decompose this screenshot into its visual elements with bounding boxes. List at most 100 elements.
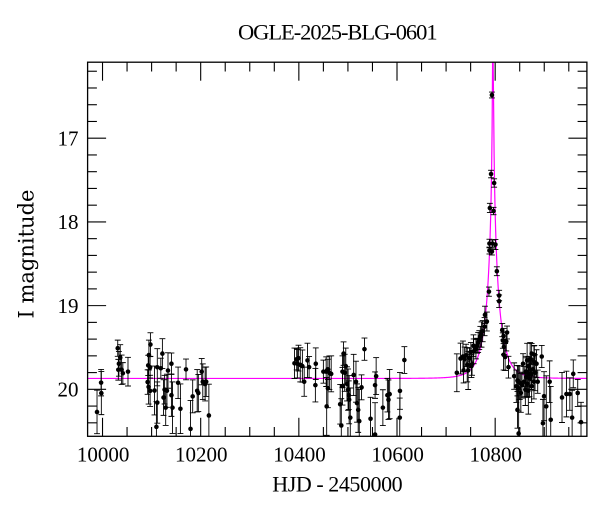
x-tick-label: 10200 <box>175 443 228 467</box>
data-point <box>355 386 362 433</box>
data-point <box>566 377 573 411</box>
data-point <box>151 365 158 416</box>
data-point <box>483 311 490 332</box>
photometry-marker <box>529 383 534 389</box>
data-point <box>488 247 495 256</box>
photometry-marker <box>578 419 584 425</box>
photometry-marker <box>338 423 344 428</box>
data-points <box>94 91 584 437</box>
photometry-marker <box>548 417 554 423</box>
photometry-marker <box>313 361 319 367</box>
data-point <box>490 206 497 216</box>
photometry-marker <box>518 390 524 396</box>
photometry-marker <box>564 391 569 397</box>
data-point <box>578 401 584 437</box>
photometry-marker <box>461 368 466 373</box>
photometry-marker <box>160 351 165 356</box>
photometry-marker <box>504 330 510 335</box>
data-point <box>98 371 105 416</box>
photometry-marker <box>301 379 307 385</box>
data-point <box>538 345 545 369</box>
data-point <box>546 360 553 404</box>
photometry-marker <box>402 357 407 363</box>
photometry-marker <box>347 415 353 420</box>
data-point <box>203 366 210 397</box>
plot-frame <box>86 61 588 437</box>
data-point <box>479 320 486 343</box>
photometry-marker <box>120 370 126 376</box>
photometry-marker <box>534 361 539 367</box>
data-point <box>401 346 408 374</box>
photometry-marker <box>496 298 502 304</box>
photometry-marker <box>359 385 364 390</box>
data-point <box>119 362 126 385</box>
photometry-marker <box>169 361 174 367</box>
data-point <box>194 369 201 413</box>
data-point <box>563 370 570 418</box>
photometry-marker <box>355 407 361 413</box>
data-point <box>367 396 374 437</box>
data-point <box>320 359 327 384</box>
data-point <box>347 387 354 437</box>
data-point <box>147 374 154 407</box>
photometry-marker <box>494 268 500 274</box>
data-point <box>195 373 202 413</box>
photometry-marker <box>506 364 511 370</box>
photometry-marker <box>147 388 153 394</box>
data-point <box>547 385 554 437</box>
data-point <box>574 379 581 407</box>
data-point <box>165 352 171 389</box>
photometry-marker <box>306 364 312 370</box>
photometry-marker <box>154 424 159 430</box>
x-tick-label: 10800 <box>470 443 523 467</box>
data-point <box>154 381 161 424</box>
photometry-marker <box>489 92 495 98</box>
data-point <box>488 169 494 179</box>
data-point <box>533 349 540 379</box>
data-point <box>306 356 313 379</box>
photometry-marker <box>152 388 157 393</box>
photometry-marker <box>489 249 495 254</box>
data-point <box>570 359 577 389</box>
photometry-marker <box>368 416 373 422</box>
photometry-marker <box>516 431 521 436</box>
photometry-marker <box>502 354 508 360</box>
photometry-marker <box>351 372 356 378</box>
data-point <box>505 355 512 379</box>
photometry-marker <box>154 400 160 405</box>
photometry-marker <box>94 409 100 415</box>
data-point <box>301 366 308 397</box>
chart-title: OGLE-2025-BLG-0601 <box>238 20 437 45</box>
photometry-marker <box>169 392 174 398</box>
photometry-marker <box>482 312 488 318</box>
photometry-marker <box>540 420 546 426</box>
data-point <box>361 337 368 361</box>
data-point <box>94 389 100 435</box>
photometry-marker <box>154 364 160 370</box>
photometry-marker <box>342 370 347 376</box>
photometry-marker <box>190 394 195 399</box>
photometry-marker <box>313 382 318 388</box>
photometry-marker <box>570 371 576 377</box>
photometry-marker <box>464 362 470 368</box>
photometry-marker <box>373 373 379 379</box>
photometry-marker <box>188 426 193 432</box>
photometry-marker <box>353 379 359 385</box>
photometry-marker <box>296 355 301 361</box>
data-point <box>177 383 184 434</box>
photometry-marker <box>165 368 171 373</box>
data-point <box>205 383 212 437</box>
photometry-marker <box>488 171 494 177</box>
photometry-marker <box>547 379 552 385</box>
photometry-marker <box>491 180 497 186</box>
photometry-marker <box>543 404 549 409</box>
photometry-marker <box>125 369 131 374</box>
data-point <box>511 362 518 390</box>
photometry-marker <box>99 390 104 396</box>
data-point <box>169 381 176 434</box>
data-point <box>485 286 492 297</box>
data-point <box>297 347 304 383</box>
data-point <box>168 373 175 417</box>
